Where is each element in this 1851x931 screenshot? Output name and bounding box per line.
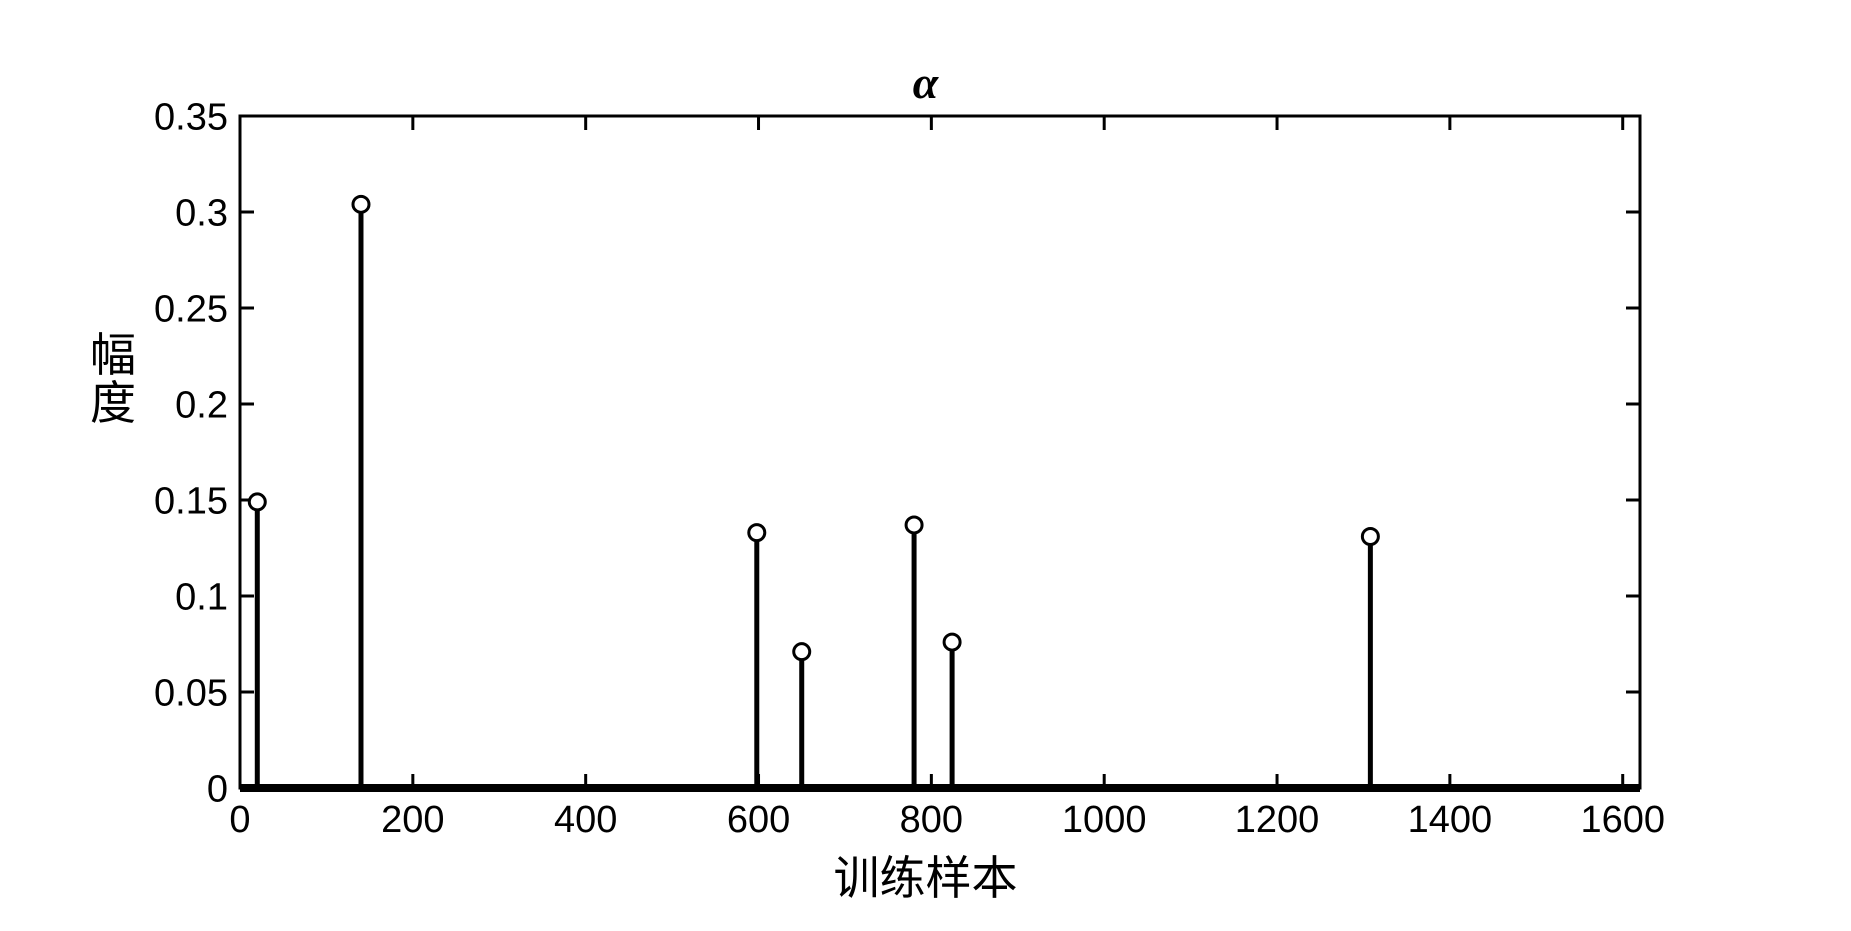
stem-chart: α 幅度 训练样本 020040060080010001200140016000… bbox=[0, 0, 1851, 931]
x-tick-label: 800 bbox=[900, 799, 963, 841]
stem-marker bbox=[749, 525, 765, 541]
y-tick-label: 0.05 bbox=[154, 672, 228, 714]
stem-marker bbox=[906, 517, 922, 533]
stem-marker bbox=[944, 634, 960, 650]
x-tick-label: 1000 bbox=[1062, 799, 1147, 841]
y-tick-label: 0.35 bbox=[154, 96, 228, 138]
x-tick-label: 600 bbox=[727, 799, 790, 841]
x-tick-label: 1200 bbox=[1235, 799, 1320, 841]
stem-marker bbox=[249, 494, 265, 510]
y-tick-label: 0.1 bbox=[175, 576, 228, 618]
stem-marker bbox=[353, 196, 369, 212]
stem-marker bbox=[1362, 528, 1378, 544]
x-tick-label: 1600 bbox=[1580, 799, 1665, 841]
x-tick-label: 0 bbox=[229, 799, 250, 841]
plot-area: 0 200 400 600 800 1000 1200 1400 1600 0 0.05 0.1 0.1… bbox=[0, 0, 1851, 931]
y-tick-label: 0.2 bbox=[175, 384, 228, 426]
stem-marker bbox=[794, 644, 810, 660]
x-tick-label: 1400 bbox=[1408, 799, 1493, 841]
x-tick-label: 200 bbox=[381, 799, 444, 841]
x-tick-label: 400 bbox=[554, 799, 617, 841]
y-tick-label: 0.15 bbox=[154, 480, 228, 522]
y-tick-label: 0 bbox=[207, 768, 228, 810]
y-tick-label: 0.25 bbox=[154, 288, 228, 330]
y-tick-label: 0.3 bbox=[175, 192, 228, 234]
